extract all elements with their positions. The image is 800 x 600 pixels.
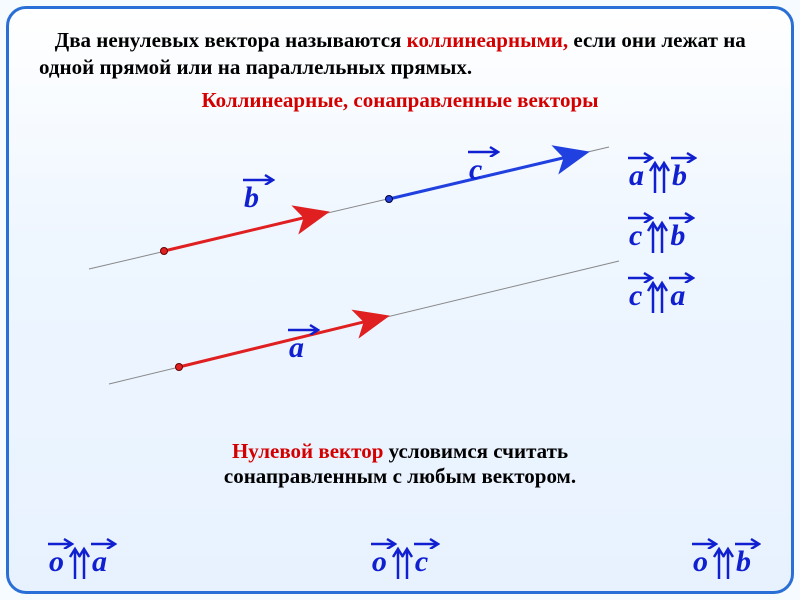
subtitle: Коллинеарные, сонаправленные векторы [39, 88, 761, 113]
rel-right: b [672, 159, 687, 193]
relation-2: ca [629, 279, 685, 313]
bottom-relation-2: ob [693, 545, 751, 579]
rel-left: o [693, 545, 708, 579]
slide-frame: Два ненулевых вектора называются коллине… [6, 6, 794, 594]
rel-right: a [670, 279, 685, 313]
label-b: b [244, 181, 259, 215]
def-red: коллинеарными, [407, 28, 568, 52]
relation-1: cb [629, 219, 685, 253]
footer-black: условимся считать [383, 439, 568, 463]
codirectional-icon [646, 219, 666, 253]
vector-c-line [389, 153, 584, 199]
codirectional-icon [712, 545, 732, 579]
rel-left: o [49, 545, 64, 579]
footer-red: Нулевой вектор [232, 439, 383, 463]
bottom-relation-1: oc [372, 545, 428, 579]
label-c: c [469, 153, 482, 187]
dot-c [386, 196, 393, 203]
bottom-relations: oaocob [49, 545, 751, 579]
bottom-relation-0: oa [49, 545, 107, 579]
dot-b [161, 248, 168, 255]
rel-right: b [670, 219, 685, 253]
definition-text: Два ненулевых вектора называются коллине… [39, 27, 761, 82]
vector-b-line [164, 213, 324, 251]
relation-0: ab [629, 159, 687, 193]
rel-right: b [736, 545, 751, 579]
rel-left: c [629, 279, 642, 313]
vector-a-line [179, 317, 384, 367]
rel-left: o [372, 545, 387, 579]
codirectional-icon [648, 159, 668, 193]
rel-left: a [629, 159, 644, 193]
footer-text: Нулевой вектор условимся считать сонапра… [9, 439, 791, 489]
codirectional-icon [391, 545, 411, 579]
codirectional-icon [68, 545, 88, 579]
heading-block: Два ненулевых вектора называются коллине… [39, 27, 761, 113]
def-part1: Два ненулевых вектора называются [55, 28, 402, 52]
label-a: a [289, 331, 304, 365]
rel-left: c [629, 219, 642, 253]
dot-a [176, 364, 183, 371]
codirectional-icon [646, 279, 666, 313]
rel-right: c [415, 545, 428, 579]
rel-right: a [92, 545, 107, 579]
footer-line2: сонаправленным с любым вектором. [224, 464, 576, 488]
